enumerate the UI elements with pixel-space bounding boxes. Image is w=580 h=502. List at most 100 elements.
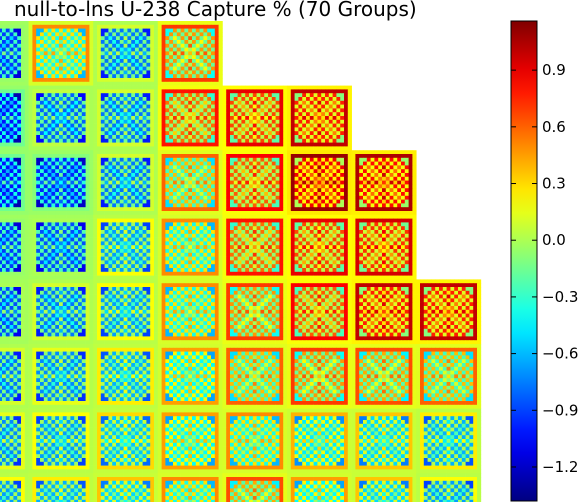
heatmap-cell: [245, 85, 250, 90]
heatmap-cell: [43, 51, 48, 56]
heatmap-cell: [275, 188, 280, 193]
heatmap-cell: [131, 150, 136, 155]
heatmap-cell: [97, 150, 102, 155]
heatmap-cell: [100, 230, 105, 235]
heatmap-cell: [81, 142, 86, 147]
heatmap-cell: [165, 40, 170, 45]
heatmap-cell: [328, 127, 333, 132]
heatmap-cell: [9, 21, 14, 26]
heatmap-cell: [233, 211, 238, 216]
heatmap-cell: [287, 150, 292, 155]
heatmap-cell: [268, 97, 273, 102]
heatmap-cell: [112, 135, 117, 140]
heatmap-cell: [131, 131, 136, 136]
heatmap-cell: [290, 161, 295, 166]
heatmap-cell: [165, 192, 170, 197]
heatmap-cell: [176, 142, 181, 147]
heatmap-cell: [74, 104, 79, 109]
heatmap-cell: [74, 36, 79, 41]
heatmap-cell: [218, 138, 223, 143]
heatmap-cell: [104, 24, 109, 29]
heatmap-cell: [256, 176, 261, 181]
heatmap-cell: [169, 207, 174, 212]
heatmap-cell: [21, 66, 26, 71]
heatmap-cell: [123, 138, 128, 143]
heatmap-cell: [97, 108, 102, 113]
heatmap-cell: [203, 199, 208, 204]
heatmap-cell: [55, 131, 60, 136]
heatmap-cell: [157, 169, 162, 174]
heatmap-cell: [176, 24, 181, 29]
heatmap-cell: [184, 104, 189, 109]
heatmap-cell: [161, 43, 166, 48]
heatmap-cell: [13, 203, 18, 208]
heatmap-cell: [150, 78, 155, 83]
heatmap-cell: [176, 21, 181, 26]
heatmap-cell: [321, 138, 326, 143]
heatmap-cell: [192, 173, 197, 178]
heatmap-cell: [0, 59, 3, 64]
heatmap-cell: [36, 268, 41, 273]
heatmap-cell: [59, 256, 64, 261]
heatmap-cell: [321, 93, 326, 98]
heatmap-cell: [165, 123, 170, 128]
heatmap-cell: [328, 97, 333, 102]
heatmap-cell: [237, 123, 242, 128]
heatmap-cell: [245, 203, 250, 208]
heatmap-cell: [51, 138, 56, 143]
heatmap-cell: [180, 85, 185, 90]
heatmap-cell: [78, 169, 83, 174]
heatmap-cell: [340, 119, 345, 124]
heatmap-cell: [199, 146, 204, 151]
heatmap-cell: [2, 116, 7, 121]
heatmap-cell: [97, 195, 102, 200]
heatmap-cell: [264, 93, 269, 98]
heatmap-cell: [306, 165, 311, 170]
heatmap-cell: [93, 28, 98, 33]
heatmap-cell: [70, 245, 75, 250]
heatmap-cell: [271, 142, 276, 147]
heatmap-cell: [157, 78, 162, 83]
heatmap-cell: [59, 100, 64, 105]
heatmap-cell: [328, 207, 333, 212]
heatmap-cell: [9, 222, 14, 227]
heatmap-cell: [9, 256, 14, 261]
heatmap-cell: [85, 260, 90, 265]
heatmap-cell: [188, 119, 193, 124]
heatmap-cell: [268, 195, 273, 200]
heatmap-cell: [119, 51, 124, 56]
heatmap-cell: [135, 55, 140, 60]
heatmap-cell: [97, 59, 102, 64]
heatmap-cell: [340, 203, 345, 208]
heatmap-cell: [119, 230, 124, 235]
heatmap-cell: [100, 51, 105, 56]
heatmap-cell: [97, 222, 102, 227]
heatmap-cell: [40, 81, 45, 86]
heatmap-cell: [188, 169, 193, 174]
heatmap-cell: [154, 104, 159, 109]
heatmap-cell: [218, 104, 223, 109]
heatmap-cell: [287, 195, 292, 200]
heatmap-cell: [207, 207, 212, 212]
heatmap-cell: [195, 70, 200, 75]
heatmap-cell: [404, 184, 409, 189]
heatmap-cell: [119, 70, 124, 75]
heatmap-cell: [43, 188, 48, 193]
heatmap-cell: [40, 165, 45, 170]
heatmap-cell: [264, 146, 269, 151]
heatmap-cell: [89, 100, 94, 105]
heatmap-cell: [47, 268, 52, 273]
heatmap-cell: [70, 55, 75, 60]
heatmap-cell: [28, 249, 33, 254]
heatmap-cell: [108, 195, 113, 200]
heatmap-cell: [173, 104, 178, 109]
heatmap-cell: [112, 116, 117, 121]
heatmap-cell: [340, 195, 345, 200]
heatmap-cell: [211, 74, 216, 79]
heatmap-cell: [207, 199, 212, 204]
heatmap-cell: [13, 24, 18, 29]
heatmap-cell: [100, 74, 105, 79]
heatmap-cell: [207, 135, 212, 140]
heatmap-cell: [245, 173, 250, 178]
heatmap-cell: [328, 100, 333, 105]
